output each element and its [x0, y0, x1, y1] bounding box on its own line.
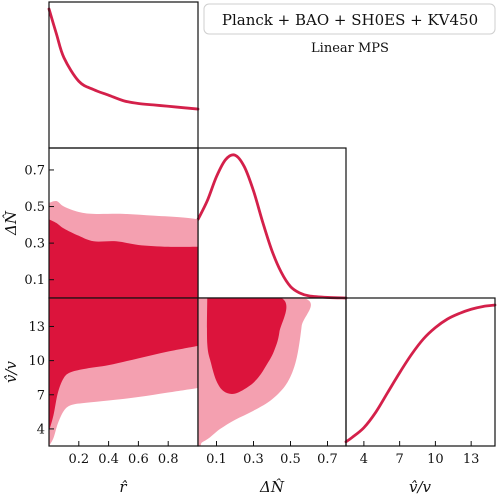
x-tick-label: 0.4 [98, 452, 119, 467]
x-tick-label: 0.7 [317, 452, 338, 467]
marginal-curve [47, 7, 200, 111]
x-tick-label: 13 [463, 452, 480, 467]
ylabel-dN: ΔN̂ [2, 210, 20, 236]
legend: Planck + BAO + SH0ES + KV450 Linear MPS [203, 3, 496, 56]
x-tick-label: 0.3 [243, 452, 264, 467]
y-tick-label: 7 [37, 388, 45, 403]
x-tick-label: 7 [395, 452, 403, 467]
legend-label: Planck + BAO + SH0ES + KV450 [222, 11, 478, 29]
y-tick-label: 10 [28, 354, 45, 369]
y-tick-label: 4 [37, 422, 45, 437]
x-tick-label: 0.1 [206, 452, 227, 467]
panel-v-vs-r: 4 7 10 13 0.2 0.4 0.6 0.8 [28, 297, 199, 467]
contour-68 [49, 298, 198, 432]
panel-v-marginal: 4 7 10 13 [344, 297, 497, 467]
x-tick-label: 0.6 [128, 452, 149, 467]
legend-box [203, 3, 496, 35]
x-tick-label: 4 [360, 452, 368, 467]
panel-r-marginal [47, 1, 200, 149]
marginal-curve [196, 153, 348, 300]
xlabel-dN: ΔN̂ [259, 478, 285, 496]
y-tick-label: 0.7 [24, 163, 45, 178]
xlabel-v: v̂/v [409, 478, 432, 496]
y-tick-label: 0.1 [24, 273, 45, 288]
x-tick-label: 0.8 [158, 452, 179, 467]
panel-frame [197, 297, 347, 447]
contour-68 [49, 219, 198, 298]
panel-v-vs-dN: 0.1 0.3 0.5 0.7 [197, 297, 347, 467]
x-tick-label: 10 [427, 452, 444, 467]
y-tick-label: 0.5 [24, 200, 45, 215]
ylabel-v: v̂/v [2, 360, 20, 383]
legend-subtitle: Linear MPS [311, 41, 389, 56]
y-tick-label: 0.3 [24, 237, 45, 252]
panel-frame [48, 1, 199, 149]
marginal-curve [344, 303, 497, 444]
x-tick-label: 0.2 [68, 452, 89, 467]
panel-dN-vs-r: 0.1 0.3 0.5 0.7 [24, 147, 199, 299]
contour-68 [206, 298, 287, 394]
x-tick-label: 0.5 [280, 452, 301, 467]
panel-dN-marginal [196, 147, 348, 300]
xlabel-r: r̂ [119, 478, 127, 496]
y-tick-label: 13 [28, 320, 45, 335]
